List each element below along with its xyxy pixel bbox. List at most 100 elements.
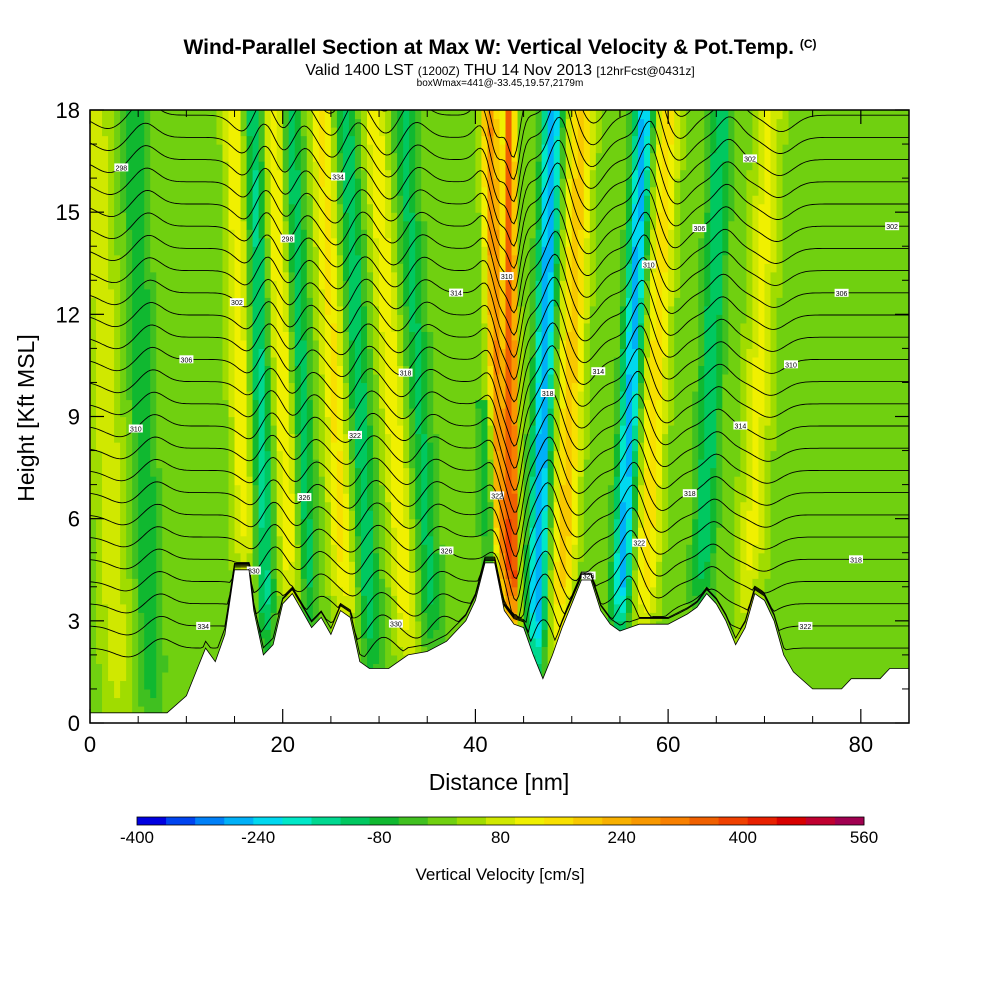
velocity-cell bbox=[264, 365, 272, 452]
velocity-cell bbox=[511, 595, 519, 613]
velocity-cell bbox=[288, 331, 296, 384]
velocity-cell bbox=[385, 237, 392, 435]
velocity-cell bbox=[252, 246, 260, 401]
velocity-cell bbox=[553, 135, 561, 188]
velocity-cell bbox=[348, 135, 356, 341]
velocity-cell bbox=[644, 135, 651, 171]
velocity-cell bbox=[354, 535, 362, 588]
velocity-cell bbox=[770, 271, 778, 452]
velocity-cell bbox=[523, 544, 531, 630]
velocity-cell bbox=[282, 169, 290, 222]
velocity-cell bbox=[710, 467, 717, 554]
velocity-cell bbox=[324, 501, 332, 596]
velocity-cell bbox=[367, 510, 374, 639]
velocity-cell bbox=[336, 203, 344, 256]
velocity-cell bbox=[631, 425, 639, 452]
velocity-cell bbox=[421, 331, 428, 435]
isentrope-line bbox=[90, 482, 909, 580]
velocity-cell bbox=[577, 476, 585, 562]
velocity-cell bbox=[487, 425, 495, 460]
velocity-cell bbox=[631, 390, 639, 426]
velocity-cell bbox=[481, 399, 489, 537]
isentrope-line bbox=[90, 436, 909, 535]
velocity-cell bbox=[812, 110, 820, 723]
velocity-cell bbox=[288, 382, 296, 435]
velocity-cell bbox=[162, 671, 169, 723]
velocity-cell bbox=[120, 110, 127, 213]
isentrope-line bbox=[90, 505, 909, 602]
velocity-cell bbox=[403, 629, 410, 656]
colorbar-tick-label: -240 bbox=[241, 828, 275, 847]
velocity-cell bbox=[583, 161, 591, 239]
velocity-cell bbox=[126, 229, 133, 401]
velocity-cell bbox=[258, 348, 266, 528]
velocity-cell bbox=[102, 110, 109, 137]
velocity-cell bbox=[577, 390, 585, 477]
isentrope-line bbox=[90, 139, 909, 247]
velocity-cell bbox=[288, 561, 296, 596]
velocity-cell bbox=[294, 110, 302, 171]
velocity-cell bbox=[517, 110, 525, 307]
isentrope-label: 310 bbox=[643, 262, 655, 269]
velocity-cell bbox=[499, 578, 507, 596]
velocity-cell bbox=[758, 416, 766, 554]
isentrope-label: 330 bbox=[248, 569, 260, 576]
velocity-cell bbox=[270, 280, 278, 358]
velocity-cell bbox=[264, 603, 272, 630]
velocity-cell bbox=[336, 365, 344, 452]
velocity-cell bbox=[674, 110, 681, 179]
velocity-cell bbox=[481, 322, 489, 401]
velocity-cell bbox=[300, 110, 308, 137]
y-tick-label: 6 bbox=[68, 507, 80, 532]
velocity-cell bbox=[312, 161, 320, 247]
velocity-cell bbox=[397, 263, 404, 315]
isentrope-label-bg bbox=[733, 421, 748, 430]
velocity-cell bbox=[638, 348, 645, 384]
velocity-cell bbox=[559, 127, 567, 179]
velocity-cell bbox=[264, 569, 272, 605]
velocity-cell bbox=[360, 595, 368, 639]
colorbar-tick-label: 80 bbox=[491, 828, 510, 847]
velocity-cell bbox=[354, 118, 362, 179]
velocity-cell bbox=[276, 450, 284, 537]
y-tick-label: 9 bbox=[68, 405, 80, 430]
isentrope-line bbox=[90, 110, 909, 203]
velocity-cell bbox=[764, 263, 772, 426]
velocity-cell bbox=[288, 110, 296, 205]
velocity-cell bbox=[547, 110, 555, 273]
velocity-cell bbox=[631, 110, 639, 137]
velocity-cell bbox=[686, 544, 693, 605]
velocity-cell bbox=[535, 229, 543, 281]
velocity-cell bbox=[120, 603, 127, 682]
velocity-cell bbox=[511, 254, 519, 341]
isentrope-label: 318 bbox=[684, 491, 696, 498]
velocity-cell bbox=[650, 586, 657, 613]
velocity-cell bbox=[625, 110, 633, 179]
isentrope-label-bg bbox=[246, 566, 261, 575]
velocity-cell bbox=[493, 450, 501, 494]
velocity-cell bbox=[132, 578, 139, 723]
velocity-cell bbox=[866, 110, 874, 723]
velocity-cell bbox=[631, 246, 639, 349]
velocity-cell bbox=[246, 135, 254, 230]
velocity-cell bbox=[656, 399, 663, 486]
velocity-cell bbox=[403, 220, 410, 307]
velocity-cell bbox=[553, 263, 561, 307]
velocity-cell bbox=[318, 186, 326, 290]
velocity-cell bbox=[625, 518, 633, 554]
velocity-cell bbox=[168, 110, 175, 723]
colorbar-swatch bbox=[456, 817, 487, 825]
velocity-cell bbox=[890, 110, 898, 723]
isentrope-label-bg bbox=[849, 555, 863, 564]
velocity-cell bbox=[638, 527, 645, 605]
velocity-cell bbox=[409, 518, 416, 571]
velocity-cell bbox=[373, 237, 380, 307]
velocity-cell bbox=[397, 425, 404, 613]
isentrope-line bbox=[90, 299, 909, 403]
velocity-cell bbox=[373, 373, 380, 460]
isentrope-label: 310 bbox=[785, 362, 797, 369]
velocity-cell bbox=[342, 382, 350, 435]
velocity-cell bbox=[336, 586, 344, 613]
velocity-cell bbox=[373, 110, 380, 239]
velocity-cell bbox=[348, 110, 356, 137]
